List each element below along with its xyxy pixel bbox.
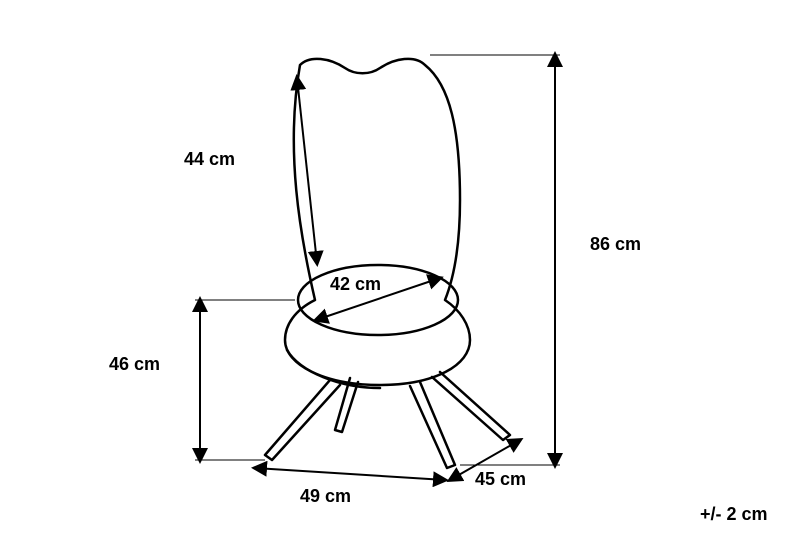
label-depth: 45 cm bbox=[475, 469, 526, 489]
label-seat-height: 46 cm bbox=[109, 354, 160, 374]
dim-seat-depth: 42 cm bbox=[316, 274, 440, 320]
tolerance-note: +/- 2 cm bbox=[700, 504, 768, 524]
label-seat-depth: 42 cm bbox=[330, 274, 381, 294]
dim-floor: 49 cm 45 cm bbox=[255, 440, 526, 506]
label-backrest-height: 44 cm bbox=[184, 149, 235, 169]
dim-backrest-height: 44 cm bbox=[184, 78, 317, 263]
label-width: 49 cm bbox=[300, 486, 351, 506]
label-total-height: 86 cm bbox=[590, 234, 641, 254]
dim-seat-height: 46 cm bbox=[109, 300, 295, 460]
